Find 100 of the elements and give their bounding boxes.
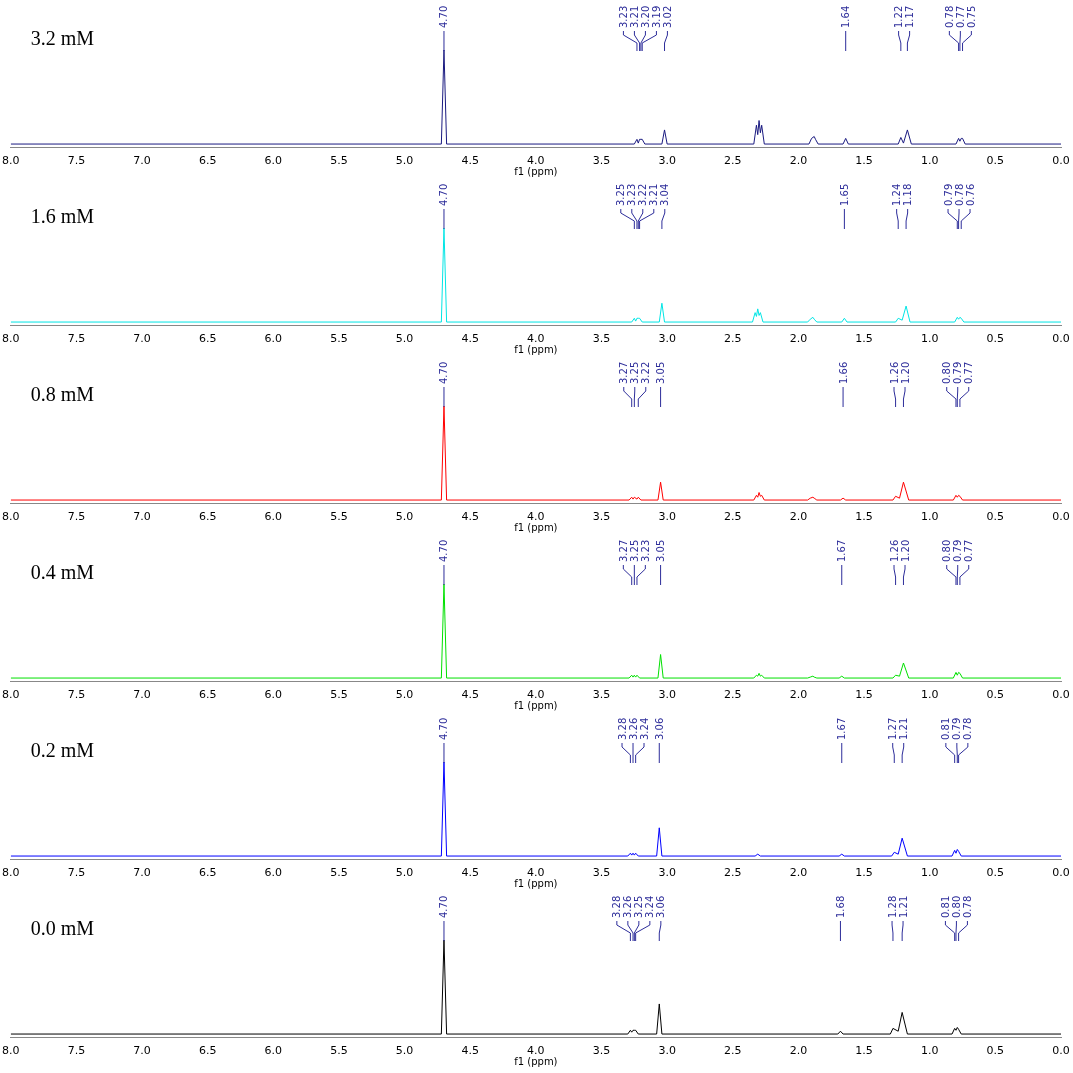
annotation: 1.20 [899,539,911,562]
x-tick-label: 0.5 [986,1044,1005,1058]
x-tick-label: 1.0 [920,332,939,346]
chart-title: 0.2 mM [30,739,95,762]
annotation: 3.19 [650,5,662,28]
x-tick-label: 5.0 [395,688,414,702]
x-tick-label: 2.5 [724,866,742,880]
x-tick-label: 0.5 [986,688,1005,702]
annotation: 0.79 [952,539,964,562]
x-tick-label: 1.5 [855,688,873,702]
x-tick-label: 1.5 [855,1044,873,1058]
x-tick-label: 4.0 [527,688,545,702]
x-tick-label: 2.0 [789,332,808,346]
x-tick-label: 2.0 [789,154,808,168]
annotation: 1.68 [834,895,846,918]
x-tick-label: 3.5 [592,154,611,168]
x-tick-label: 7.5 [67,688,86,702]
x-tick-label: 7.5 [67,866,86,880]
x-tick-label: 4.0 [527,510,545,524]
x-tick-label: 7.0 [133,510,151,524]
annotation: 3.05 [655,539,667,562]
x-tick-label: 3.0 [658,1044,676,1058]
x-tick-label: 6.0 [264,154,283,168]
annotation: 3.28 [616,717,628,740]
annotation: 3.25 [633,895,645,918]
annotation: 4.70 [438,5,450,28]
x-tick-label: 3.0 [658,332,676,346]
x-tick-label: 1.0 [920,688,939,702]
annotation: 3.28 [611,895,623,918]
x-tick-label: 2.5 [724,688,742,702]
x-axis-title: f1 (ppm) [514,343,558,355]
x-tick-label: 1.0 [920,866,939,880]
annotation: 1.21 [898,717,910,740]
annotation: 0.77 [963,539,975,562]
annotation: 3.23 [626,183,638,206]
x-tick-label: 7.0 [133,1044,151,1058]
x-tick-label: 4.0 [527,154,545,168]
x-tick-label: 1.0 [920,154,939,168]
x-tick-label: 3.5 [592,688,611,702]
x-tick-label: 6.5 [198,332,217,346]
annotation: 3.25 [629,361,641,384]
annotation: 0.79 [951,717,963,740]
x-tick-label: 3.0 [658,510,676,524]
x-tick-label: 0.5 [986,510,1005,524]
x-tick-label: 5.0 [395,866,414,880]
annotation: 1.21 [897,895,909,918]
annotation: 4.70 [438,183,450,206]
x-tick-label: 0.0 [1052,510,1070,524]
x-tick-label: 6.5 [198,510,217,524]
annotation: 1.17 [904,5,916,28]
annotation: 0.78 [943,5,955,28]
annotation: 0.81 [939,895,951,918]
annotation: 0.76 [964,183,976,206]
x-tick-label: 0.0 [1052,866,1070,880]
x-tick-label: 5.0 [395,510,414,524]
x-tick-label: 8.0 [2,1044,20,1058]
x-tick-label: 0.5 [986,154,1005,168]
annotation: 3.27 [618,361,630,384]
x-tick-label: 5.5 [330,688,348,702]
annotation: 1.66 [837,361,849,384]
annotation: 0.79 [942,183,954,206]
x-tick-label: 6.0 [264,688,283,702]
annotation: 1.20 [899,361,911,384]
x-tick-label: 5.0 [395,154,414,168]
x-tick-label: 2.5 [724,154,742,168]
x-tick-label: 4.5 [461,154,479,168]
x-tick-label: 3.0 [658,688,676,702]
x-tick-label: 0.0 [1052,332,1070,346]
annotation: 0.80 [941,539,953,562]
annotation: 4.70 [438,539,450,562]
annotation: 3.23 [639,539,651,562]
x-tick-label: 5.5 [330,332,348,346]
x-tick-label: 2.0 [789,866,808,880]
annotation: 3.25 [628,539,640,562]
x-axis-title: f1 (ppm) [514,165,558,177]
annotation: 0.75 [965,5,977,28]
annotation: 0.78 [953,183,965,206]
annotation: 1.26 [888,361,900,384]
x-tick-label: 7.5 [67,510,86,524]
x-tick-label: 0.0 [1052,688,1070,702]
annotation: 0.79 [952,361,964,384]
x-tick-label: 4.5 [461,510,479,524]
annotation: 3.06 [653,717,665,740]
annotation: 1.65 [838,183,850,206]
x-tick-label: 8.0 [2,332,20,346]
annotation: 0.80 [941,361,953,384]
x-tick-label: 2.5 [724,1044,742,1058]
x-tick-label: 6.5 [198,1044,217,1058]
annotation: 4.70 [438,361,450,384]
x-tick-label: 3.5 [592,332,611,346]
x-tick-label: 4.5 [461,332,479,346]
x-tick-label: 4.0 [527,1044,545,1058]
annotation: 1.26 [888,539,900,562]
x-tick-label: 8.0 [2,154,20,168]
x-tick-label: 2.5 [724,332,742,346]
annotation: 0.78 [961,895,973,918]
chart-title: 1.6 mM [30,205,95,228]
annotation: 3.27 [617,539,629,562]
annotation: 1.22 [893,5,905,28]
x-axis-title: f1 (ppm) [514,877,558,889]
